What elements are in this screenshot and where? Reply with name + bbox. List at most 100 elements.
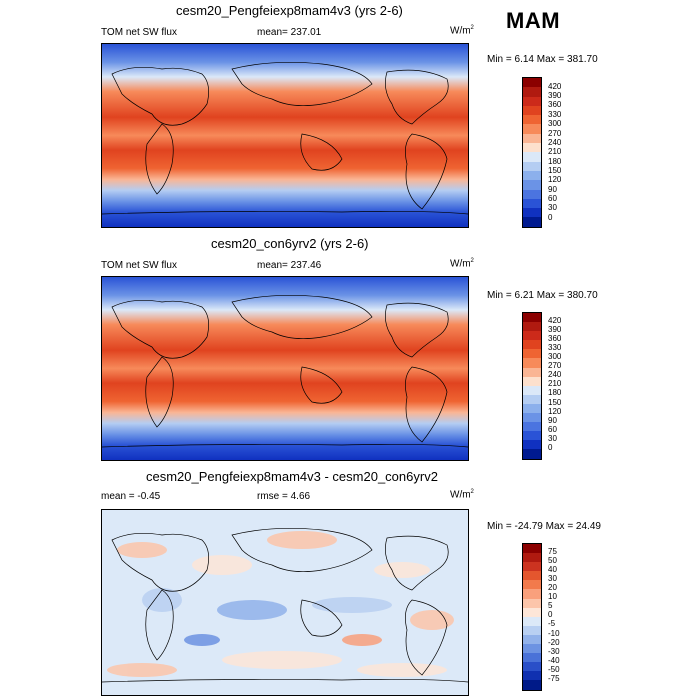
- panel-1-variable-label: TOM net SW flux: [101, 27, 177, 38]
- colorbar-segment: [523, 662, 541, 672]
- colorbar-segment: [523, 143, 541, 153]
- panel-3-map: [101, 509, 469, 696]
- colorbar-segment: [523, 562, 541, 572]
- colorbar-segment: [523, 78, 541, 88]
- colorbar-tick-label: 390: [548, 325, 562, 334]
- colorbar-segment: [523, 440, 541, 450]
- colorbar-segment: [523, 105, 541, 116]
- colorbar-segment: [523, 180, 541, 190]
- panel-3-title: cesm20_Pengfeiexp8mam4v3 - cesm20_con6yr…: [146, 469, 438, 484]
- colorbar-segment: [523, 571, 541, 581]
- colorbar-segment: [523, 394, 541, 404]
- colorbar-segment: [523, 616, 541, 626]
- colorbar-segment: [523, 553, 541, 563]
- colorbar-segment: [523, 431, 541, 441]
- colorbar-tick-label: -40: [548, 656, 560, 665]
- colorbar-segment: [523, 598, 541, 608]
- colorbar-tick-label: 90: [548, 416, 557, 425]
- colorbar-tick-label: 30: [548, 574, 557, 583]
- colorbar-tick-label: 180: [548, 157, 562, 166]
- colorbar-tick-label: 120: [548, 407, 562, 416]
- colorbar-tick-label: 270: [548, 361, 562, 370]
- colorbar-segment: [523, 403, 541, 414]
- colorbar-tick-label: 60: [548, 194, 557, 203]
- colorbar-tick-label: 420: [548, 316, 562, 325]
- colorbar-tick-label: 360: [548, 334, 562, 343]
- colorbar-tick-label: 300: [548, 119, 562, 128]
- panel-2-map-field: [102, 277, 468, 460]
- colorbar-segment: [523, 87, 541, 97]
- colorbar-tick-label: -75: [548, 674, 560, 683]
- colorbar-segment: [523, 376, 541, 386]
- colorbar-segment: [523, 625, 541, 635]
- colorbar-segment: [523, 217, 541, 227]
- colorbar-segment: [523, 124, 541, 134]
- colorbar-segment: [523, 385, 541, 395]
- colorbar-segment: [523, 322, 541, 332]
- colorbar-tick-label: 30: [548, 434, 557, 443]
- colorbar-segment: [523, 544, 541, 554]
- colorbar-tick-label: -20: [548, 638, 560, 647]
- colorbar-segment: [523, 331, 541, 341]
- colorbar-tick-label: 240: [548, 138, 562, 147]
- panel-3-minmax: Min = -24.79 Max = 24.49: [487, 521, 601, 532]
- colorbar-tick-label: 40: [548, 565, 557, 574]
- colorbar-segment: [523, 644, 541, 654]
- colorbar-tick-label: 60: [548, 425, 557, 434]
- panel-1-mean-label: mean= 237.01: [257, 27, 322, 38]
- colorbar-tick-label: 420: [548, 82, 562, 91]
- colorbar-tick-label: -50: [548, 665, 560, 674]
- colorbar-tick-label: 360: [548, 100, 562, 109]
- colorbar-segment: [523, 367, 541, 377]
- panel-1-map-field: [102, 44, 468, 227]
- colorbar-tick-label: 0: [548, 443, 553, 452]
- panel-1-minmax: Min = 6.14 Max = 381.70: [487, 54, 598, 65]
- panel-3-colorbar: [522, 543, 542, 691]
- colorbar-tick-label: 270: [548, 129, 562, 138]
- colorbar-segment: [523, 115, 541, 125]
- colorbar-tick-label: 150: [548, 398, 562, 407]
- colorbar-segment: [523, 208, 541, 218]
- colorbar-segment: [523, 580, 541, 590]
- colorbar-segment: [523, 680, 541, 690]
- panel-2-map: [101, 276, 469, 461]
- colorbar-tick-label: 210: [548, 147, 562, 156]
- panel-2-minmax: Min = 6.21 Max = 380.70: [487, 290, 598, 301]
- panel-1-title: cesm20_Pengfeiexp8mam4v3 (yrs 2-6): [176, 3, 403, 18]
- colorbar-tick-label: -10: [548, 629, 560, 638]
- colorbar-segment: [523, 161, 541, 171]
- colorbar-tick-label: 90: [548, 185, 557, 194]
- panel-2-title: cesm20_con6yrv2 (yrs 2-6): [211, 236, 369, 251]
- colorbar-segment: [523, 422, 541, 432]
- colorbar-tick-label: 20: [548, 583, 557, 592]
- panel-3-mean-label: mean = -0.45: [101, 491, 161, 502]
- colorbar-segment: [523, 634, 541, 645]
- colorbar-tick-label: 330: [548, 343, 562, 352]
- colorbar-tick-label: 30: [548, 203, 557, 212]
- panel-1-unit-label: W/m2: [450, 25, 474, 37]
- panel-3-rmse-label: rmse = 4.66: [257, 491, 311, 502]
- colorbar-tick-label: 120: [548, 175, 562, 184]
- panel-3-unit-label: W/m2: [450, 489, 474, 501]
- colorbar-segment: [523, 189, 541, 199]
- colorbar-segment: [523, 349, 541, 359]
- colorbar-tick-label: 0: [548, 610, 553, 619]
- colorbar-tick-label: -5: [548, 619, 556, 628]
- colorbar-tick-label: 5: [548, 601, 553, 610]
- panel-2-colorbar: [522, 312, 542, 460]
- colorbar-segment: [523, 152, 541, 162]
- colorbar-segment: [523, 607, 541, 617]
- colorbar-segment: [523, 589, 541, 599]
- panel-3-map-field: [102, 510, 468, 695]
- panel-2-unit-label: W/m2: [450, 258, 474, 270]
- colorbar-tick-label: -30: [548, 647, 560, 656]
- colorbar-tick-label: 10: [548, 592, 557, 601]
- colorbar-tick-label: 150: [548, 166, 562, 175]
- colorbar-segment: [523, 358, 541, 368]
- colorbar-segment: [523, 671, 541, 681]
- colorbar-segment: [523, 653, 541, 663]
- colorbar-tick-label: 300: [548, 352, 562, 361]
- panel-2-variable-label: TOM net SW flux: [101, 260, 177, 271]
- colorbar-tick-label: 180: [548, 388, 562, 397]
- colorbar-tick-label: 210: [548, 379, 562, 388]
